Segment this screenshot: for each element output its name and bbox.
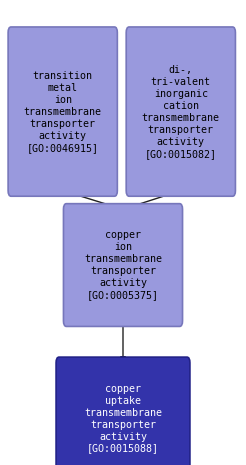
- Text: copper
ion
transmembrane
transporter
activity
[GO:0005375]: copper ion transmembrane transporter act…: [84, 230, 162, 300]
- FancyBboxPatch shape: [126, 27, 235, 196]
- Text: di-,
tri-valent
inorganic
cation
transmembrane
transporter
activity
[GO:0015082]: di-, tri-valent inorganic cation transme…: [142, 65, 220, 159]
- FancyBboxPatch shape: [8, 27, 117, 196]
- FancyBboxPatch shape: [56, 357, 190, 465]
- Text: copper
uptake
transmembrane
transporter
activity
[GO:0015088]: copper uptake transmembrane transporter …: [84, 384, 162, 453]
- Text: transition
metal
ion
transmembrane
transporter
activity
[GO:0046915]: transition metal ion transmembrane trans…: [24, 71, 102, 153]
- FancyBboxPatch shape: [63, 204, 183, 326]
